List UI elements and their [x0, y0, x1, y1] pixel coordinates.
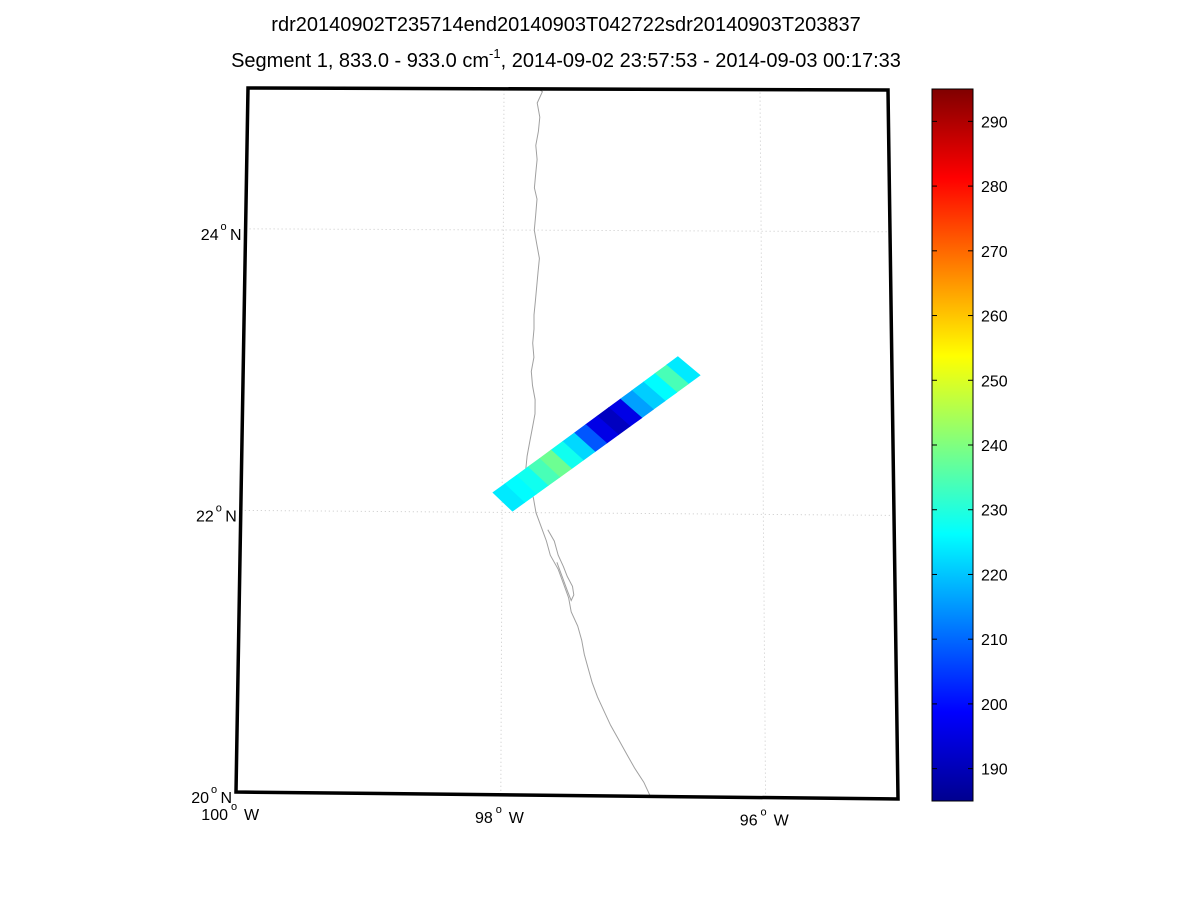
colorbar-tick-label: 260 — [981, 309, 1008, 326]
longitude-label-hemisphere: W — [774, 813, 790, 830]
degree-symbol: o — [221, 221, 227, 233]
colorbar-tick: 240 — [932, 438, 1008, 455]
longitude-label: 96 o W — [740, 807, 790, 830]
colorbar-tick: 190 — [932, 762, 1008, 779]
colorbar-tick-label: 270 — [981, 244, 1008, 261]
colorbar-tick: 260 — [932, 309, 1008, 326]
longitude-label-number: 98 — [475, 810, 493, 827]
lagoon-path — [547, 529, 575, 602]
colorbar-tick: 220 — [932, 567, 1008, 584]
colorbar-gradient — [932, 89, 973, 801]
colorbar-tick-label: 190 — [981, 762, 1008, 779]
longitude-labels: 100 o W 98 o W 96 o W — [201, 801, 789, 830]
parallel-line — [240, 509, 895, 516]
longitude-label-hemisphere: W — [244, 807, 260, 824]
colorbar-tick-label: 200 — [981, 697, 1008, 714]
colorbar-tick-label: 250 — [981, 373, 1008, 390]
latitude-label-hemisphere: N — [225, 508, 237, 525]
colorbar-tick: 280 — [932, 179, 1008, 196]
degree-symbol: o — [761, 807, 767, 819]
latitude-label-number: 20 — [191, 790, 209, 807]
colorbar-tick-label: 290 — [981, 114, 1008, 131]
colorbar-tick-label: 280 — [981, 179, 1008, 196]
longitude-label: 98 o W — [475, 804, 525, 827]
latitude-label-number: 24 — [201, 227, 219, 244]
degree-symbol: o — [231, 801, 237, 813]
colorbar-tick: 230 — [932, 503, 1008, 520]
longitude-label-number: 96 — [740, 813, 758, 830]
figure-title-line1: rdr20140902T235714end20140903T042722sdr2… — [271, 14, 860, 36]
latitude-label-number: 22 — [196, 508, 214, 525]
swath-strip — [492, 483, 525, 512]
colorbar-tick: 200 — [932, 697, 1008, 714]
map-frame — [234, 86, 900, 801]
meridian-line — [500, 88, 505, 795]
degree-symbol: o — [216, 502, 222, 514]
colorbar-tick: 270 — [932, 244, 1008, 261]
figure-title-line2-suffix: , 2014-09-02 23:57:53 - 2014-09-03 00:17… — [501, 50, 901, 72]
swath — [492, 356, 701, 512]
coastline-path — [525, 88, 651, 797]
latitude-label-hemisphere: N — [230, 227, 242, 244]
colorbar-tick-label: 230 — [981, 503, 1008, 520]
colorbar-tick: 290 — [932, 114, 1008, 131]
colorbar-tick: 210 — [932, 632, 1008, 649]
colorbar-tick-label: 240 — [981, 438, 1008, 455]
latitude-label-hemisphere: N — [220, 790, 232, 807]
colorbar-tick-label: 210 — [981, 632, 1008, 649]
coastline — [525, 88, 651, 797]
colorbar-tick-label: 220 — [981, 567, 1008, 584]
colorbar: 190 200 210 220 230 240 250 260 270 280 290 — [931, 88, 1008, 802]
degree-symbol: o — [211, 784, 217, 796]
degree-symbol: o — [496, 804, 502, 816]
colorbar-tick: 250 — [932, 373, 1008, 390]
figure-title-line2-superscript: -1 — [489, 46, 501, 61]
colorbar-ticks: 190 200 210 220 230 240 250 260 270 280 290 — [932, 114, 1008, 779]
longitude-label-number: 100 — [201, 807, 228, 824]
longitude-label-hemisphere: W — [509, 810, 525, 827]
figure-title-line2-prefix: Segment 1, 833.0 - 933.0 cm — [231, 50, 489, 72]
longitude-label: 100 o W — [201, 801, 260, 824]
figure-title-line2: Segment 1, 833.0 - 933.0 cm-1, 2014-09-0… — [231, 46, 901, 72]
